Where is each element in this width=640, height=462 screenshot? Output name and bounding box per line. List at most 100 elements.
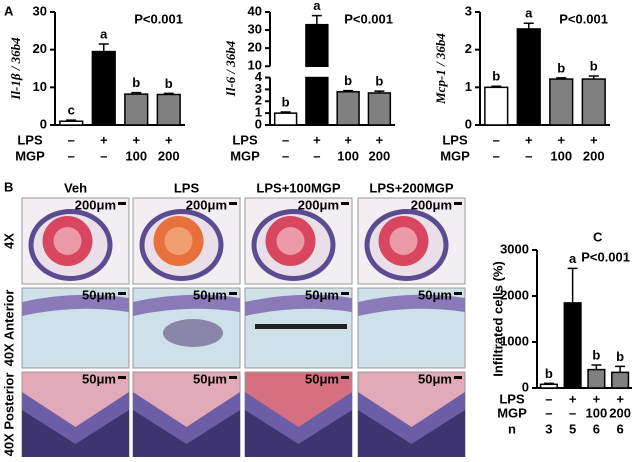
significance-letter: b [590, 58, 598, 73]
bar [367, 92, 392, 126]
y-tick-label: 1 [465, 79, 472, 94]
scale-bar [118, 202, 126, 205]
bar [539, 383, 558, 389]
x-row-label: – [545, 405, 552, 420]
row-heading: 40X Anterior [1, 290, 16, 367]
y-tick-label: 3000 [500, 241, 529, 256]
error-bar [591, 364, 602, 370]
micrograph: 50μm [132, 371, 241, 458]
y-tick-label: 4 [255, 69, 263, 84]
retina-layer [133, 410, 240, 457]
error-bar [491, 85, 502, 88]
scale-bar-label: 200μm [298, 197, 339, 212]
bar [305, 76, 329, 126]
x-row-label: + [616, 391, 624, 406]
significance-letter: a [525, 6, 533, 21]
scale-bar-label: 50μm [418, 287, 452, 302]
x-row-label: + [593, 391, 601, 406]
column-heading: LPS+200MGP [369, 180, 454, 195]
x-row-label: + [344, 132, 352, 147]
x-row-name: MGP [230, 148, 260, 163]
x-row-label: 200 [583, 148, 605, 163]
tissue-band [133, 294, 240, 316]
scale-bar [118, 292, 126, 295]
micrograph: 50μm [21, 371, 130, 458]
y-tick-label: 1000 [500, 333, 529, 348]
significance-letter: a [313, 0, 321, 13]
x-row-label: + [313, 132, 321, 147]
x-row-label: + [165, 132, 173, 147]
scale-bar-label: 50μm [193, 371, 227, 386]
x-row-label: + [376, 132, 384, 147]
tissue-band [22, 294, 129, 316]
micrograph: 200μm [21, 197, 130, 285]
significance-letter: b [132, 75, 140, 90]
bar [563, 302, 582, 389]
y-tick-label: 1 [255, 105, 262, 120]
error-bar [567, 267, 578, 303]
x-row-label: – [68, 132, 75, 147]
significance-letter: c [68, 103, 75, 118]
bar [581, 78, 606, 126]
error-bar [523, 22, 534, 29]
bar [587, 368, 606, 389]
error-bar [98, 43, 109, 52]
scale-bar-label: 50μm [305, 371, 339, 386]
significance-letter: a [100, 26, 108, 41]
y-axis-label: Il-1β / 36b4 [8, 37, 23, 101]
error-bar [280, 111, 291, 114]
x-row-name: MGP [440, 148, 470, 163]
retina-layer [358, 410, 465, 457]
x-row-label: 100 [586, 405, 608, 420]
error-bar [556, 77, 567, 80]
scale-bar-label: 50μm [193, 287, 227, 302]
error-bar [163, 92, 174, 95]
lens-core [389, 227, 418, 255]
column-heading: LPS [174, 180, 200, 195]
retina-layer [22, 410, 129, 457]
scale-bar [229, 202, 237, 205]
micrograph: 50μm [244, 287, 353, 369]
micrograph: 200μm [357, 197, 466, 285]
bar [484, 86, 509, 126]
scale-bar-label: 50μm [305, 287, 339, 302]
scale-bar-label: 200μm [411, 197, 452, 212]
lens-core [164, 227, 193, 255]
y-tick-label: 20 [33, 41, 47, 56]
bar [156, 93, 181, 126]
x-row-label: – [282, 132, 289, 147]
error-bar [343, 89, 354, 92]
scale-bar [229, 292, 237, 295]
scale-bar [341, 376, 349, 379]
x-row-label: + [557, 132, 565, 147]
y-tick-label: 2000 [500, 287, 529, 302]
scale-bar [341, 202, 349, 205]
scale-bar-label: 50μm [82, 371, 116, 386]
x-row-label: 6 [593, 421, 600, 436]
column-heading: LPS+100MGP [256, 180, 341, 195]
scale-bar-label: 200μm [186, 197, 227, 212]
scale-bar [341, 292, 349, 295]
y-tick-label: 30 [248, 22, 262, 37]
significance-letter: b [344, 73, 352, 88]
x-row-label: + [525, 132, 533, 147]
error-bar [311, 14, 322, 25]
scale-bar [118, 376, 126, 379]
x-row-name: LPS [232, 132, 258, 147]
x-row-name: MGP [15, 148, 45, 163]
row-heading: 40X Posterior [1, 373, 16, 457]
significance-letter: b [545, 366, 553, 381]
y-tick-label: 0 [465, 116, 472, 131]
p-value: P<0.001 [134, 11, 183, 26]
significance-letter: b [592, 347, 600, 362]
y-axis-label: Il-6 / 36b4 [223, 40, 238, 97]
scale-bar-label: 50μm [82, 287, 116, 302]
pigment-streak [255, 324, 347, 329]
y-tick-label: 0 [255, 116, 262, 131]
p-value: P<0.001 [559, 11, 608, 26]
significance-letter: b [492, 69, 500, 84]
x-row-label: + [100, 132, 108, 147]
p-value: P<0.001 [344, 11, 393, 26]
x-row-label: + [590, 132, 598, 147]
